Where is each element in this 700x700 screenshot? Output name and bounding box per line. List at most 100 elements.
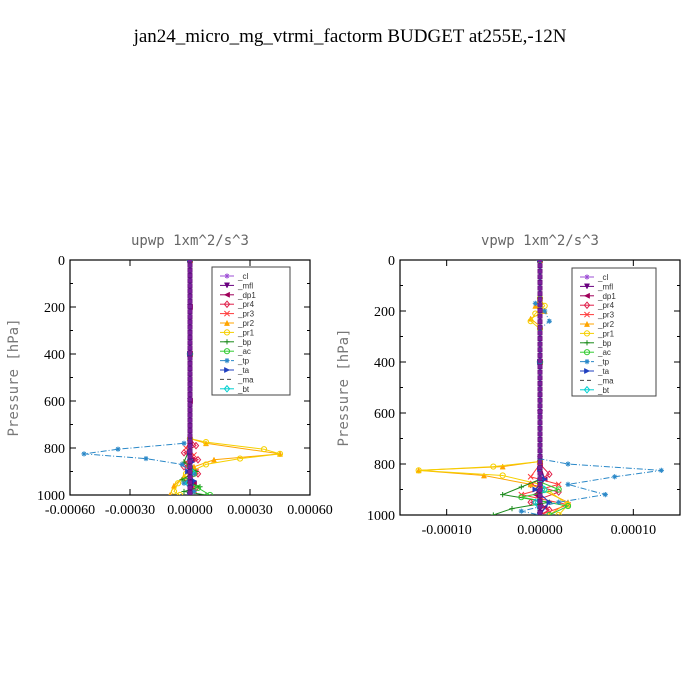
- series-point-mfl: [537, 330, 543, 336]
- series-point-ac: [555, 486, 562, 493]
- y-tick-label: 1000: [367, 509, 395, 524]
- series-point-mfl: [187, 314, 193, 320]
- series-point-ac: [194, 484, 202, 492]
- series-point-mfl: [537, 296, 543, 302]
- series-point-tp: [518, 508, 524, 514]
- y-tick-label: 1000: [37, 489, 65, 504]
- series-point-ac: [518, 494, 525, 501]
- series-point-tp: [602, 492, 608, 498]
- series-point-tp: [532, 300, 538, 306]
- series-point-mfl: [187, 324, 193, 330]
- series-point-mfl: [537, 364, 543, 370]
- legend-marker: [583, 330, 591, 337]
- x-tick-label: 0.00000: [167, 503, 213, 518]
- series-point-pr1: [176, 491, 184, 495]
- series-point-pr2: [170, 482, 178, 489]
- series-point-mfl: [537, 498, 543, 504]
- series-point-pr1: [555, 511, 562, 515]
- legend-marker: [584, 340, 590, 346]
- series-point-pr1: [415, 467, 422, 474]
- series-line-tp: [521, 260, 662, 515]
- y-tick-label: 200: [44, 301, 65, 316]
- series-point-mfl: [537, 437, 543, 442]
- series-point-mfl: [537, 481, 543, 487]
- series-point-pr1: [499, 472, 506, 479]
- series-point-mfl: [537, 476, 543, 482]
- series-group: [415, 260, 664, 515]
- series-point-pr1: [174, 480, 182, 487]
- series-point-pr2: [527, 481, 534, 488]
- series-point-mfl: [187, 273, 193, 278]
- x-tick-label: 0.00000: [517, 523, 563, 538]
- series-point-mfl: [187, 293, 193, 299]
- series-point-mfl: [187, 422, 193, 428]
- series-point-bp: [500, 492, 506, 498]
- series-point-ta: [532, 486, 539, 493]
- legend-entry: _mfl: [597, 282, 613, 291]
- series-point-tp: [658, 467, 664, 473]
- series-point-mfl: [187, 288, 193, 294]
- series-point-tp: [556, 499, 562, 505]
- series-point-mfl: [537, 459, 543, 465]
- figure-title: jan24_micro_mg_vtrmi_factorm BUDGET at25…: [133, 26, 567, 47]
- y-axis-label: Pressure [hPa]: [336, 328, 352, 446]
- series-point-ta: [546, 499, 553, 506]
- series-point-mfl: [537, 487, 543, 493]
- legend-entry: _bp: [237, 338, 252, 347]
- series-point-mfl: [537, 260, 543, 263]
- legend-marker: [223, 300, 231, 309]
- series-point-mfl: [187, 464, 193, 470]
- series-point-mfl: [187, 391, 193, 397]
- legend-entry: _ac: [237, 347, 251, 356]
- y-tick-label: 400: [374, 356, 395, 371]
- legend-entry: _cl: [237, 272, 248, 281]
- series-point-tp: [546, 318, 552, 324]
- legend-entry: _pr1: [237, 328, 255, 337]
- series-point-tp: [191, 488, 197, 495]
- series-point-tp: [542, 308, 548, 314]
- legend-marker: [584, 274, 590, 280]
- legend-entry: _pr3: [597, 311, 615, 320]
- series-point-tp: [115, 446, 121, 452]
- series-point-pr1: [527, 318, 534, 325]
- legend-marker: [583, 301, 591, 310]
- series-point-mfl: [187, 260, 193, 263]
- series-point-tp: [181, 440, 187, 446]
- series-point-tp: [143, 455, 149, 462]
- series-point-tp: [81, 451, 87, 457]
- chart-panel-upwp: upwp 1xm^2/s^3 Pressure [hPa] 0 200 400 600 80…: [6, 233, 333, 518]
- chart-panels: upwp 1xm^2/s^3 Pressure [hPa] 0 200 400 600 80…: [6, 233, 681, 538]
- panel-title: upwp 1xm^2/s^3: [131, 233, 249, 249]
- legend-marker: [583, 292, 590, 299]
- series-point-mfl: [537, 431, 543, 437]
- series-point-mfl: [187, 319, 193, 325]
- series-point-mfl: [537, 268, 543, 274]
- series-point-pr3: [527, 473, 534, 480]
- series-point-mfl: [187, 479, 193, 485]
- legend-marker: [224, 339, 230, 345]
- series-point-pr1: [202, 461, 210, 468]
- series-point-mfl: [187, 474, 193, 480]
- series-point-mfl: [537, 313, 543, 319]
- series-point-mfl: [537, 347, 543, 353]
- legend-marker: [223, 329, 231, 336]
- series-point-pr4: [546, 470, 553, 479]
- x-tick-label: 0.00030: [227, 503, 273, 518]
- series-point-mfl: [537, 504, 543, 510]
- series-point-mfl: [537, 386, 543, 392]
- legend-entry: _mfl: [237, 281, 253, 290]
- series-point-pr1: [260, 446, 268, 453]
- series-point-mfl: [537, 510, 543, 515]
- legend-marker: [224, 310, 230, 317]
- series-point-bt: [532, 498, 539, 507]
- legend-box: [571, 267, 657, 397]
- legend-entry: _pr1: [597, 329, 615, 338]
- series-point-pr3: [555, 481, 562, 488]
- legend: _cl_mfl_dp1_pr4_pr3_pr2_pr1_bp_ac_tp_ta_…: [571, 267, 657, 397]
- legend-entry: _bp: [597, 339, 612, 348]
- y-tick-label: 600: [44, 395, 65, 410]
- chart-panel-vpwp: vpwp 1xm^2/s^3 Pressure [hPa] 0 200 400 600 80…: [336, 233, 681, 538]
- series-point-pr2: [210, 456, 218, 463]
- legend-marker: [583, 283, 591, 290]
